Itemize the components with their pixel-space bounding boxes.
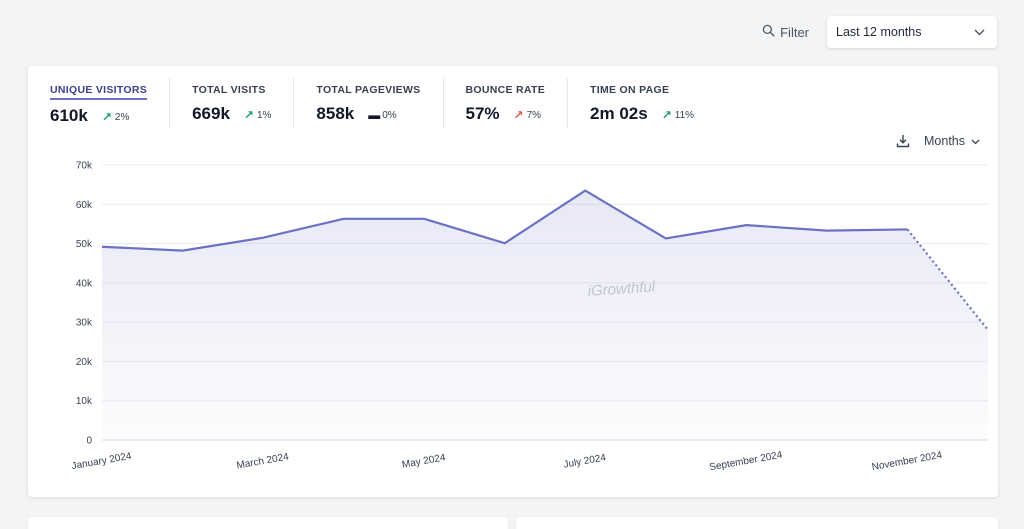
metric-label: UNIQUE VISITORS xyxy=(50,84,148,100)
data-point xyxy=(905,227,909,231)
data-point xyxy=(825,229,829,233)
top-toolbar: Filter Last 12 months xyxy=(762,16,997,48)
y-tick-label: 10k xyxy=(76,396,93,407)
watermark-text: iGrowthful xyxy=(587,278,656,300)
metric-change: ↗ 7% xyxy=(514,108,542,122)
metric-label: TOTAL PAGEVIEWS xyxy=(316,84,421,96)
y-tick-label: 0 xyxy=(86,436,92,447)
metrics-tabs: UNIQUE VISITORS 610k ↗ 2% TOTAL VISITS 669k ↗ 1… xyxy=(50,78,716,128)
search-icon xyxy=(762,24,775,40)
metric-value: 2m 02s xyxy=(590,104,648,123)
visitors-area-chart: 0 10k 20k 30k 40k 50k 60k 70k iGrowthful January … xyxy=(71,161,990,474)
y-tick-label: 20k xyxy=(76,357,93,368)
x-tick-label: September 2024 xyxy=(709,450,784,474)
data-point xyxy=(181,249,185,253)
metric-change: ▬ 0% xyxy=(368,108,396,122)
data-point xyxy=(986,328,990,332)
secondary-card-left xyxy=(28,517,508,529)
metric-change-value: 0% xyxy=(382,109,397,121)
chevron-down-icon xyxy=(974,25,985,39)
x-tick-label: May 2024 xyxy=(401,452,447,471)
metric-change-value: 11% xyxy=(674,109,695,121)
flat-trend-icon: ▬ xyxy=(368,108,380,122)
data-point xyxy=(583,189,587,193)
metric-value: 610k xyxy=(50,106,88,125)
chart-tools: Months xyxy=(896,134,980,148)
data-point xyxy=(744,223,748,227)
projected-line xyxy=(906,228,989,331)
x-tick-label: March 2024 xyxy=(236,451,290,471)
y-tick-label: 60k xyxy=(76,200,93,211)
data-point xyxy=(422,217,426,221)
y-tick-label: 70k xyxy=(76,161,93,172)
metric-label: TIME ON PAGE xyxy=(590,84,670,96)
metric-change-value: 1% xyxy=(256,109,272,121)
metric-label: BOUNCE RATE xyxy=(465,84,546,96)
interval-select[interactable]: Months xyxy=(924,134,980,148)
y-tick-label: 50k xyxy=(76,239,93,250)
data-point xyxy=(261,236,265,240)
data-point xyxy=(664,236,668,240)
analytics-card: UNIQUE VISITORS 610k ↗ 2% TOTAL VISITS 669k ↗ 1… xyxy=(28,66,998,497)
chevron-down-icon xyxy=(971,134,980,148)
data-point xyxy=(503,241,507,245)
arrow-up-right-icon: ↗ xyxy=(513,108,524,122)
area-fill xyxy=(102,190,988,440)
arrow-up-right-icon: ↗ xyxy=(661,108,672,122)
filter-button[interactable]: Filter xyxy=(762,24,809,40)
metric-change: ↗ 2% xyxy=(102,110,130,124)
secondary-card-right xyxy=(516,517,998,529)
metric-tab-4[interactable]: TIME ON PAGE 2m 02s ↗ 11% xyxy=(567,78,716,128)
metric-change: ↗ 11% xyxy=(662,108,694,122)
metric-tab-1[interactable]: TOTAL VISITS 669k ↗ 1% xyxy=(169,78,293,128)
data-point xyxy=(100,245,104,249)
filter-label: Filter xyxy=(780,24,809,40)
metric-change-value: 7% xyxy=(526,109,542,121)
metric-label: TOTAL VISITS xyxy=(192,84,266,96)
metric-change-value: 2% xyxy=(114,111,130,123)
metric-tab-3[interactable]: BOUNCE RATE 57% ↗ 7% xyxy=(442,78,568,128)
period-select[interactable]: Last 12 months xyxy=(827,16,997,48)
y-tick-label: 40k xyxy=(76,278,93,289)
y-tick-label: 30k xyxy=(76,318,93,329)
metric-value: 57% xyxy=(465,104,500,123)
series-line xyxy=(101,189,908,252)
download-icon[interactable] xyxy=(896,134,910,148)
x-tick-label: November 2024 xyxy=(871,450,943,473)
x-tick-label: July 2024 xyxy=(563,452,607,470)
metric-value: 669k xyxy=(192,104,230,123)
interval-label: Months xyxy=(924,134,965,148)
x-tick-label: January 2024 xyxy=(71,451,133,472)
arrow-up-right-icon: ↗ xyxy=(243,108,254,122)
metric-change: ↗ 1% xyxy=(244,108,272,122)
data-point xyxy=(342,217,346,221)
metric-tab-2[interactable]: TOTAL PAGEVIEWS 858k ▬ 0% xyxy=(293,78,442,128)
metric-value: 858k xyxy=(316,104,355,123)
period-select-value: Last 12 months xyxy=(836,25,922,39)
arrow-up-right-icon: ↗ xyxy=(101,110,112,124)
metric-tab-0[interactable]: UNIQUE VISITORS 610k ↗ 2% xyxy=(50,78,169,128)
